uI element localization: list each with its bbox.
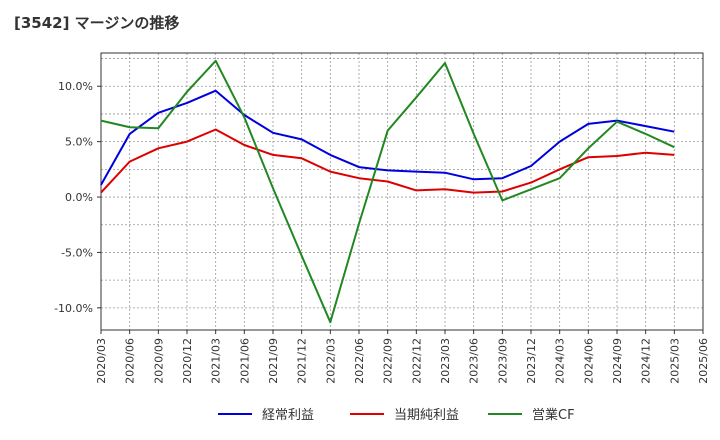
x-tick-label: 2025/06 — [697, 338, 710, 384]
plot-frame — [100, 52, 704, 331]
grid — [101, 53, 703, 330]
x-tick-label: 2021/06 — [238, 338, 251, 384]
series-line-1 — [100, 89, 675, 186]
y-tick-label: 5.0% — [65, 136, 93, 149]
x-tick-label: 2021/09 — [267, 338, 280, 384]
x-tick-label: 2022/09 — [382, 338, 395, 384]
legend-label-2: 当期純利益 — [394, 408, 459, 423]
x-tick-label: 2021/12 — [296, 338, 309, 384]
x-tick-label: 2022/12 — [410, 338, 423, 384]
y-tick-label: 0.0% — [65, 191, 93, 204]
y-tick-label: -10.0% — [54, 302, 93, 315]
x-tick-label: 2023/12 — [525, 338, 538, 384]
x-tick-label: 2023/09 — [496, 338, 509, 384]
x-tick-label: 2023/06 — [468, 338, 481, 384]
legend-label-1: 経常利益 — [262, 408, 314, 423]
x-tick-label: 2020/03 — [95, 338, 108, 384]
legend-label-3: 営業CF — [532, 407, 575, 423]
x-tick-label: 2024/12 — [640, 338, 653, 384]
x-tick-label: 2020/12 — [181, 338, 194, 384]
x-tick-label: 2024/03 — [554, 338, 567, 384]
x-tick-label: 2024/06 — [582, 338, 595, 384]
x-tick-label: 2024/09 — [611, 338, 624, 384]
x-tick-label: 2021/03 — [210, 338, 223, 384]
x-tick-label: 2020/09 — [152, 338, 165, 384]
x-tick-label: 2023/03 — [439, 338, 452, 384]
x-tick-label: 2022/03 — [324, 338, 337, 384]
y-tick-label: -5.0% — [61, 246, 93, 259]
series-lines — [100, 59, 675, 324]
x-tick-label: 2022/06 — [353, 338, 366, 384]
y-tick-label: 10.0% — [58, 80, 93, 93]
x-tick-label: 2020/06 — [124, 338, 137, 384]
chart-title: [3542] マージンの推移 — [14, 14, 180, 32]
legend: 経常利益 当期純利益 営業CF — [218, 407, 575, 423]
plot-area-border — [100, 52, 704, 331]
series-line-3 — [100, 59, 675, 324]
series-line-2 — [100, 128, 675, 194]
y-axis-ticks: 10.0% 5.0% 0.0% -5.0% -10.0% — [54, 80, 101, 315]
x-axis-ticks: 2020/03 2020/06 2020/09 2020/12 2021/03 2021/… — [95, 330, 710, 384]
x-tick-label: 2025/03 — [668, 338, 681, 384]
